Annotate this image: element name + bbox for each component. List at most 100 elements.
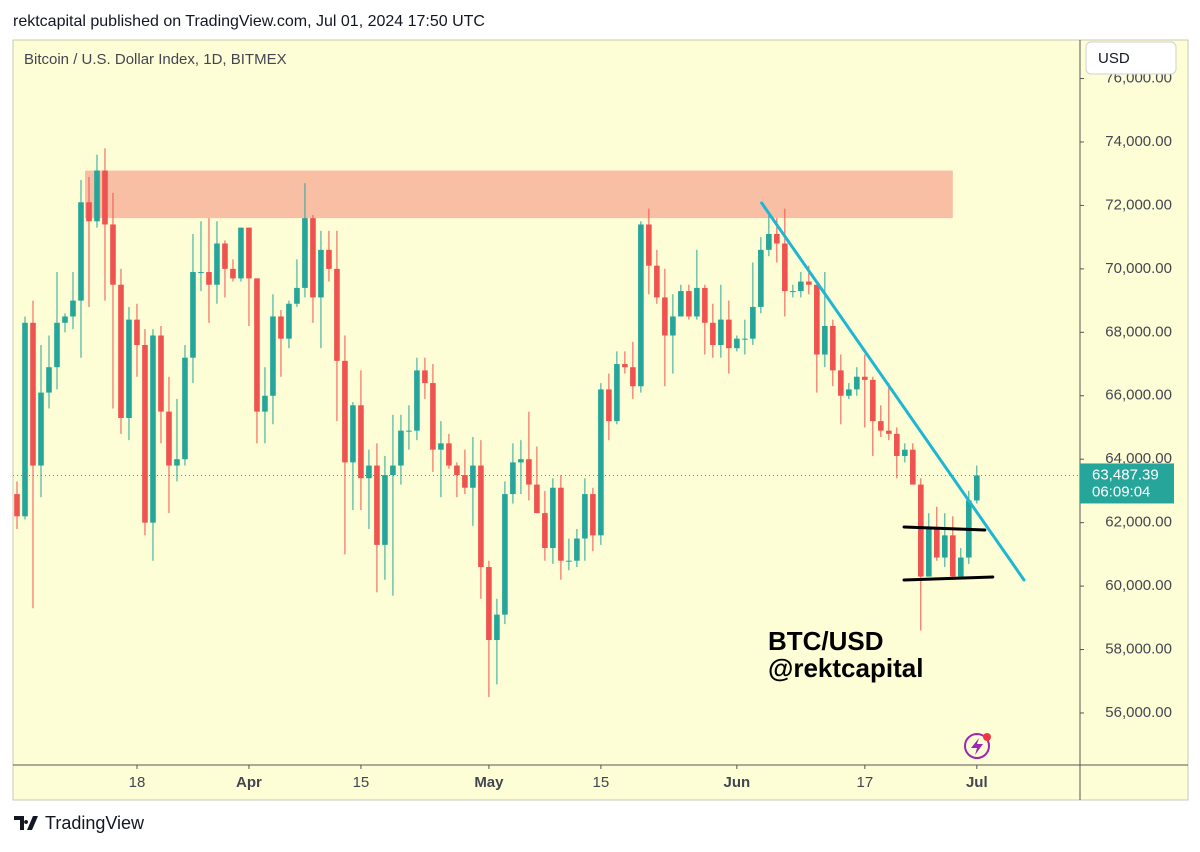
candle-body — [94, 170, 100, 222]
y-tick-label: 62,000.00 — [1105, 514, 1172, 531]
candle-body — [702, 287, 708, 323]
candle-body — [582, 494, 588, 539]
candle-body — [758, 249, 764, 307]
candle-body — [454, 465, 460, 476]
annotation: BTC/USD — [768, 626, 884, 656]
candle-body — [510, 462, 516, 495]
candle-body — [198, 272, 204, 274]
candle-body — [790, 291, 796, 293]
candle-body — [414, 370, 420, 431]
candle-body — [398, 430, 404, 466]
candle-body — [206, 272, 212, 285]
candle-body — [134, 319, 140, 346]
candle-body — [806, 281, 812, 285]
lightning-icon[interactable] — [964, 733, 991, 759]
candle-body — [526, 459, 532, 485]
x-tick-label: Jun — [724, 774, 751, 791]
candle-body — [846, 389, 852, 396]
candle-body — [326, 249, 332, 269]
candle-body — [342, 360, 348, 463]
candle-body — [598, 389, 604, 536]
candle-body — [46, 367, 52, 393]
candle-body — [830, 325, 836, 371]
candle-body — [558, 487, 564, 561]
candle-body — [478, 465, 484, 568]
candle-body — [366, 465, 372, 479]
candle-body — [102, 170, 108, 225]
candle-body — [734, 338, 740, 349]
candle-body — [686, 291, 692, 317]
candle-body — [486, 567, 492, 641]
candle-body — [662, 297, 668, 336]
y-tick-label: 66,000.00 — [1105, 387, 1172, 404]
candle-body — [934, 528, 940, 558]
candle-body — [406, 430, 412, 432]
candle-body — [878, 421, 884, 431]
logo — [14, 816, 38, 830]
candle-body — [118, 284, 124, 418]
candle-body — [822, 325, 828, 355]
y-tick-label: 74,000.00 — [1105, 133, 1172, 150]
candle-body — [214, 243, 220, 285]
chart-title: Bitcoin / U.S. Dollar Index, 1D, BITMEX — [24, 51, 287, 68]
candle-body — [566, 560, 572, 562]
candle-body — [350, 405, 356, 463]
candle-body — [278, 316, 284, 339]
candle-body — [318, 249, 324, 298]
candle-body — [718, 319, 724, 346]
candle-body — [798, 281, 804, 292]
candle-body — [446, 443, 452, 466]
x-tick-label: Jul — [966, 774, 988, 791]
x-tick-label: 17 — [856, 774, 873, 791]
countdown-label: 06:09:04 — [1092, 483, 1150, 500]
candle-body — [894, 433, 900, 457]
candle-body — [654, 265, 660, 298]
candle-body — [918, 484, 924, 577]
candle-body — [382, 475, 388, 545]
annotation: @rektcapital — [768, 653, 923, 683]
x-tick-label: 15 — [353, 774, 370, 791]
candle-body — [518, 459, 524, 463]
candle-body — [174, 459, 180, 466]
y-tick-label: 60,000.00 — [1105, 577, 1172, 594]
candle-body — [726, 319, 732, 349]
candle-body — [870, 379, 876, 422]
candle-body — [862, 376, 868, 380]
resistance-zone — [84, 170, 953, 219]
candle-body — [622, 364, 628, 368]
candle-body — [750, 306, 756, 339]
candle-body — [678, 291, 684, 317]
candle-body — [742, 338, 748, 340]
candle-body — [294, 287, 300, 304]
plot — [13, 148, 1080, 698]
candle-body — [262, 395, 268, 412]
candle-body — [358, 405, 364, 479]
candle-body — [126, 319, 132, 418]
candle-body — [926, 528, 932, 577]
candle-body — [534, 484, 540, 514]
candle-body — [942, 535, 948, 558]
candle-body — [70, 300, 76, 317]
y-tick-label: 68,000.00 — [1105, 323, 1172, 340]
candle-body — [854, 376, 860, 390]
candle-body — [142, 345, 148, 523]
y-tick-label: 64,000.00 — [1105, 450, 1172, 467]
candle-body — [606, 389, 612, 422]
candle-body — [774, 233, 780, 244]
y-tick-label: 58,000.00 — [1105, 641, 1172, 658]
publisher-line: rektcapital published on TradingView.com… — [13, 13, 485, 30]
y-tick-label: 72,000.00 — [1105, 196, 1172, 213]
candle-body — [710, 322, 716, 346]
currency-box[interactable] — [1085, 41, 1177, 75]
candle-body — [230, 268, 236, 279]
last-price-box — [1080, 463, 1174, 504]
candle-body — [222, 243, 228, 269]
candle-body — [574, 538, 580, 561]
y-tick-label: 56,000.00 — [1105, 704, 1172, 721]
x-tick-label: May — [474, 774, 504, 791]
candle-body — [950, 535, 956, 577]
candle-body — [910, 449, 916, 485]
candle-body — [902, 449, 908, 457]
